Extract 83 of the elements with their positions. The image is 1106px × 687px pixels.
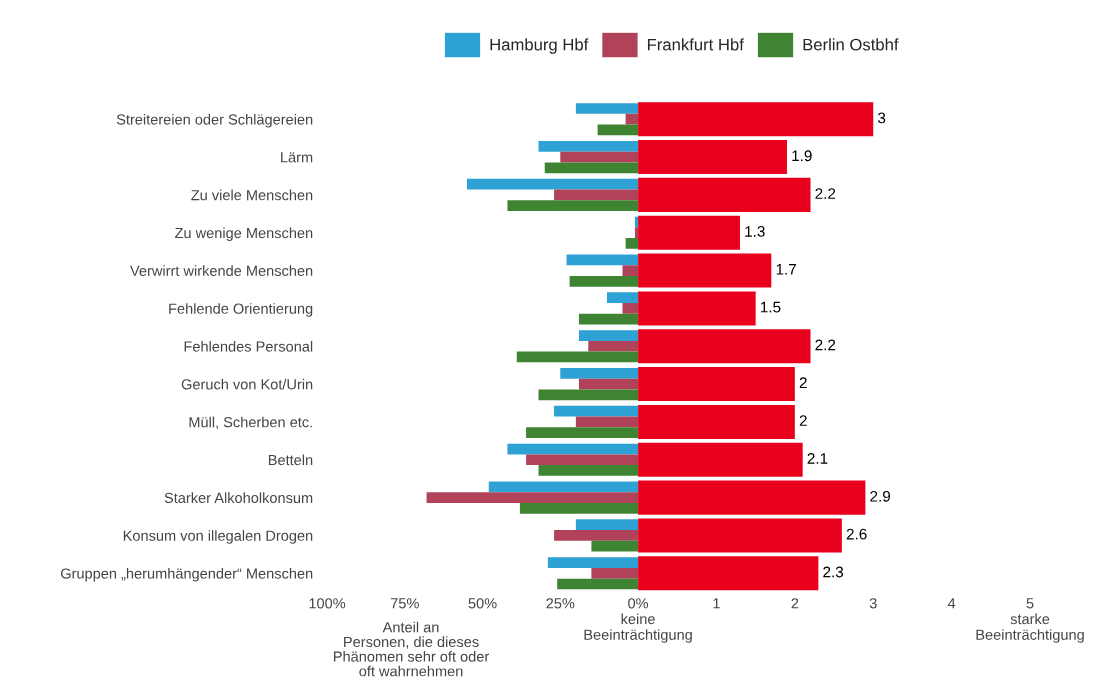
data-label: 2.3 <box>823 566 844 578</box>
data-label: 1.9 <box>792 150 812 162</box>
data-label: 2.2 <box>815 188 836 199</box>
x-tick-label: 100% <box>309 598 346 609</box>
bar <box>606 292 639 304</box>
x-tick-label: 75% <box>390 598 419 609</box>
data-label: 2.2 <box>815 339 836 351</box>
y-tick-label: Lärm <box>281 152 313 163</box>
bar <box>575 416 639 428</box>
bar <box>638 329 811 364</box>
bar <box>634 227 639 239</box>
bar <box>578 330 639 341</box>
x-tick-label: 3 <box>869 598 877 609</box>
data-label: 1.3 <box>745 226 765 237</box>
y-tick-label: Müll, Scherben etc. <box>189 416 312 430</box>
bar <box>591 540 639 552</box>
y-tick-label: Zu wenige Menschen <box>175 227 313 242</box>
bar <box>519 502 639 514</box>
bar <box>638 518 842 553</box>
x-tick-label: 4 <box>947 598 956 609</box>
bar <box>544 162 639 174</box>
bar <box>554 530 639 541</box>
data-label: 2 <box>799 377 807 389</box>
bar <box>638 367 795 402</box>
bar <box>569 275 639 287</box>
data-label: 3 <box>877 112 886 124</box>
data-label: 1.5 <box>760 301 781 313</box>
x-tick-label: 0% keine Beeinträchtigung <box>584 598 692 643</box>
y-tick-label: Starker Alkoholkonsum <box>164 492 313 504</box>
data-label: 2.9 <box>870 490 891 502</box>
y-tick-label: Zu viele Menschen <box>191 189 313 201</box>
legend-label: Hamburg Hbf <box>490 38 589 54</box>
bar <box>638 253 772 288</box>
bar <box>638 442 803 477</box>
bar <box>597 124 639 136</box>
bar <box>554 189 639 201</box>
bar <box>638 102 874 137</box>
data-label: 1.7 <box>776 264 796 275</box>
bar <box>578 313 639 325</box>
legend-label: Berlin Ostbhf <box>803 38 899 51</box>
bar <box>638 215 740 250</box>
bar <box>566 254 639 266</box>
bar <box>622 265 639 276</box>
y-tick-label: Konsum von illegalen Drogen <box>123 530 313 544</box>
bar <box>575 103 639 114</box>
bar <box>578 378 639 390</box>
y-tick-label: Betteln <box>268 454 313 466</box>
bar <box>538 465 639 476</box>
bar <box>638 556 819 591</box>
bar <box>538 389 639 401</box>
x-tick-label: 5 starke Beeinträchtigung <box>976 598 1084 643</box>
bar <box>560 151 639 163</box>
bar <box>622 303 639 314</box>
bar <box>638 404 795 439</box>
x-tick-label: 50% <box>468 598 497 609</box>
bar <box>575 519 639 531</box>
y-tick-label: Gruppen „herumhängender“ Menschen <box>60 567 313 582</box>
x-tick-label: 2 <box>791 598 799 609</box>
bar <box>557 578 639 590</box>
bar <box>625 113 639 125</box>
data-label: 2.6 <box>846 528 867 540</box>
y-tick-label: Streitereien oder Schlägereien <box>116 113 313 128</box>
x-tick-label: 25% <box>546 598 575 609</box>
y-tick-label: Fehlende Orientierung <box>169 303 313 317</box>
data-label: 2.1 <box>807 453 828 464</box>
data-label: 2 <box>799 415 807 426</box>
bar <box>638 480 866 515</box>
legend-label: Frankfurt Hbf <box>647 38 744 51</box>
bar <box>638 140 787 175</box>
bar <box>634 216 639 228</box>
bar <box>625 238 639 249</box>
bar <box>588 340 639 352</box>
y-tick-label: Verwirrt wirkende Menschen <box>130 265 313 276</box>
y-tick-label: Fehlendes Personal <box>184 340 313 352</box>
bar <box>560 368 639 379</box>
bar <box>547 557 639 568</box>
bar <box>638 177 811 212</box>
x-axis-title: Anteil an Personen, die dieses Phänomen sehr oft oder oft wahrnehmen <box>333 621 490 677</box>
bar <box>638 291 756 326</box>
bar <box>554 405 639 417</box>
x-tick-label: 1 <box>713 598 720 609</box>
bar <box>591 567 639 579</box>
y-tick-label: Geruch von Kot/Urin <box>181 378 313 390</box>
